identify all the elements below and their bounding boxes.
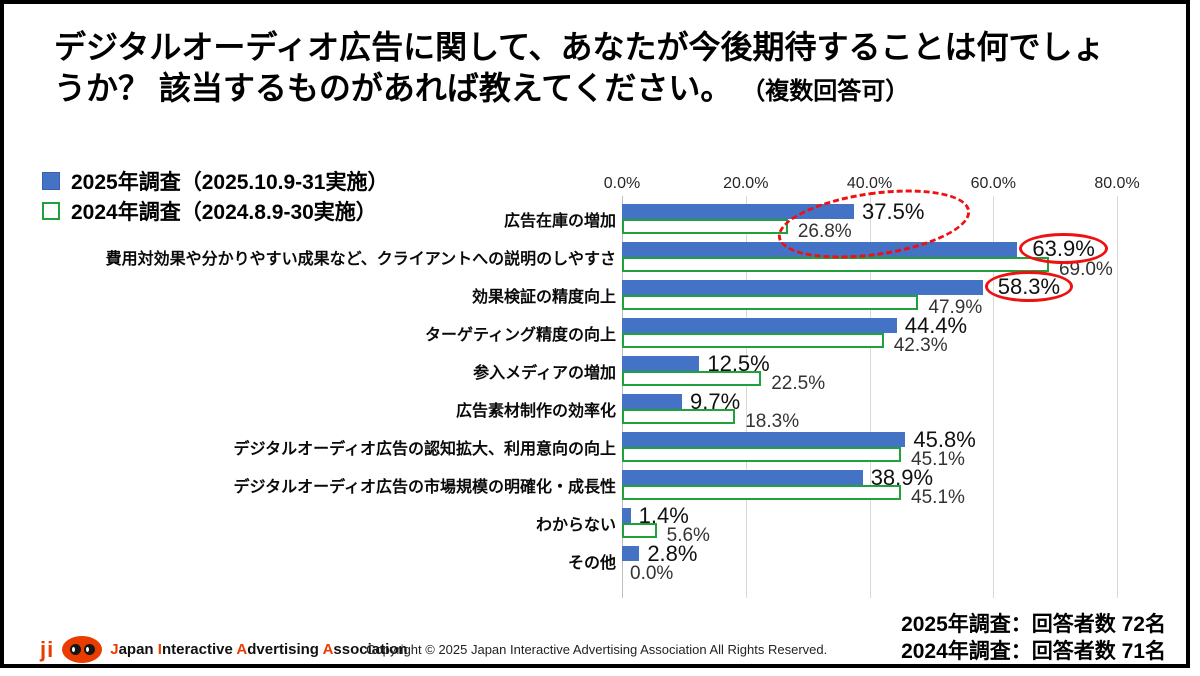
chart-legend: 2025年調査（2025.10.9-31実施） 2024年調査（2024.8.9… bbox=[42, 166, 389, 226]
page-title: デジタルオーディオ広告に関して、あなたが今後期待することは何でしょ うか？ 該当… bbox=[54, 27, 1159, 109]
bar-2024 bbox=[622, 219, 788, 234]
bar-2024 bbox=[622, 409, 736, 424]
chart-row: 63.9% 69.0% bbox=[622, 233, 1162, 280]
category-label: ターゲティング精度の向上 bbox=[424, 327, 616, 344]
value-label-2024: 26.8% bbox=[797, 221, 852, 242]
gridline bbox=[870, 196, 871, 598]
logo-word-initial: A bbox=[236, 641, 248, 658]
value-label-2025: 12.5% bbox=[707, 351, 770, 376]
copyright-text: Copyright © 2025 Japan Interactive Adver… bbox=[366, 642, 828, 657]
value-label-2024: 22.5% bbox=[771, 373, 826, 394]
legend-swatch-2024-icon bbox=[42, 202, 60, 220]
jiaa-logo-name: Japan Interactive Advertising Associatio… bbox=[110, 641, 408, 658]
value-label-2024: 45.1% bbox=[911, 449, 965, 470]
respondents-2024: 2024年調査：回答者数 71名 bbox=[901, 640, 1166, 663]
bar-2024 bbox=[622, 523, 657, 538]
jiaa-logo: ji Japan Interactive Advertising Associa… bbox=[40, 636, 408, 663]
bar-2025 bbox=[622, 546, 640, 561]
title-line1: デジタルオーディオ広告に関して、あなたが今後期待することは何でしょ bbox=[54, 29, 1105, 65]
bar-2025 bbox=[622, 394, 683, 409]
value-label-2025: 1.4% bbox=[638, 503, 689, 528]
logo-word-initial: I bbox=[157, 641, 162, 658]
bar-2025 bbox=[622, 508, 631, 523]
chart-row: 2.8% 0.0% bbox=[622, 541, 1162, 584]
jiaa-logo-ji-text: ji bbox=[40, 636, 55, 662]
legend-item-2024: 2024年調査（2024.8.9-30実施） bbox=[42, 196, 389, 226]
bar-2024 bbox=[622, 447, 902, 462]
category-label: 広告素材制作の効率化 bbox=[455, 403, 616, 420]
bar-2025 bbox=[622, 356, 700, 371]
chart-row: 45.8% 45.1% bbox=[622, 427, 1162, 470]
gridline bbox=[1117, 196, 1118, 598]
chart-row: 44.4% 42.3% bbox=[622, 313, 1162, 356]
category-label: その他 bbox=[567, 555, 616, 572]
value-label-2025-circled: 58.3% bbox=[984, 271, 1074, 302]
bar-2024 bbox=[622, 333, 884, 348]
plot-area: 37.5% 26.8% 63.9% 69.0% 58.3% 47.9% 44.4% 42.3%… bbox=[622, 178, 1162, 598]
value-label-2024: 47.9% bbox=[928, 297, 983, 318]
value-label-2025: 37.5% bbox=[862, 199, 925, 224]
x-axis-tick: 20.0% bbox=[723, 175, 769, 192]
category-label: 参入メディアの増加 bbox=[473, 365, 616, 382]
logo-word-initial: J bbox=[110, 641, 119, 658]
jiaa-logo-mark-icon bbox=[62, 636, 103, 663]
category-label: 効果検証の精度向上 bbox=[471, 289, 616, 306]
x-axis-tick: 80.0% bbox=[1094, 175, 1140, 192]
bar-2024 bbox=[622, 371, 762, 386]
chart-row: 9.7% 18.3% bbox=[622, 389, 1162, 432]
respondents-2025: 2025年調査：回答者数 72名 bbox=[901, 613, 1166, 636]
x-axis-tick: 0.0% bbox=[603, 175, 641, 192]
value-label-2024: 45.1% bbox=[911, 487, 965, 508]
value-label-2024: 18.3% bbox=[745, 411, 800, 432]
chart-row: 58.3% 47.9% bbox=[622, 271, 1162, 318]
gridline bbox=[993, 196, 994, 598]
title-line2: うか？ 該当するものがあれば教えてください。 bbox=[54, 69, 733, 106]
legend-swatch-2025-icon bbox=[42, 172, 60, 190]
category-label: デジタルオーディオ広告の市場規模の明確化・成長性 bbox=[233, 479, 616, 496]
value-label-2025-circled: 63.9% bbox=[1019, 233, 1108, 264]
value-label-2024: 0.0% bbox=[630, 563, 674, 584]
chart-row: 12.5% 22.5% bbox=[622, 351, 1162, 394]
x-axis-tick: 60.0% bbox=[970, 175, 1016, 192]
bar-2025 bbox=[622, 280, 983, 295]
value-label-2024: 69.0% bbox=[1058, 259, 1113, 280]
value-label-2025: 9.7% bbox=[690, 389, 741, 414]
category-label: 費用対効果や分かりやすい成果など、クライアントへの説明のしやすさ bbox=[105, 251, 616, 268]
slide-frame bbox=[0, 0, 1190, 668]
value-label-2025: 38.9% bbox=[870, 465, 934, 490]
chart-row: 1.4% 5.6% bbox=[622, 503, 1162, 546]
category-label: 広告在庫の増加 bbox=[503, 213, 616, 230]
category-label: デジタルオーディオ広告の認知拡大、利用意向の向上 bbox=[233, 441, 616, 458]
jiaa-logo-eye-icon bbox=[69, 644, 81, 655]
respondent-counts: 2025年調査：回答者数 72名 2024年調査：回答者数 71名 bbox=[901, 611, 1166, 665]
bar-2025 bbox=[622, 470, 863, 485]
gridline bbox=[746, 196, 747, 598]
title-note: （複数回答可） bbox=[741, 77, 910, 105]
value-label-2025: 2.8% bbox=[647, 541, 698, 566]
bar-2025 bbox=[622, 204, 855, 219]
category-label: わからない bbox=[535, 517, 616, 534]
value-label-2025: 44.4% bbox=[904, 313, 968, 338]
legend-label-2025: 2025年調査（2025.10.9-31実施） bbox=[71, 171, 389, 194]
chart-row: 38.9% 45.1% bbox=[622, 465, 1162, 508]
value-label-2024: 42.3% bbox=[893, 335, 948, 356]
chart-row: 37.5% 26.8% bbox=[622, 199, 1162, 242]
jiaa-logo-eye-icon bbox=[83, 644, 95, 655]
bar-2024 bbox=[622, 485, 902, 500]
bar-2025 bbox=[622, 242, 1018, 257]
value-label-2025: 45.8% bbox=[913, 427, 976, 452]
bar-2024 bbox=[622, 257, 1049, 272]
x-axis-tick: 40.0% bbox=[846, 175, 893, 192]
bar-2025 bbox=[622, 318, 897, 333]
legend-item-2025: 2025年調査（2025.10.9-31実施） bbox=[42, 166, 389, 196]
logo-word-initial: A bbox=[322, 641, 334, 658]
legend-label-2024: 2024年調査（2024.8.9-30実施） bbox=[71, 201, 377, 224]
value-label-2024: 5.6% bbox=[666, 525, 710, 546]
bar-2025 bbox=[622, 432, 906, 447]
bar-2024 bbox=[622, 295, 919, 310]
